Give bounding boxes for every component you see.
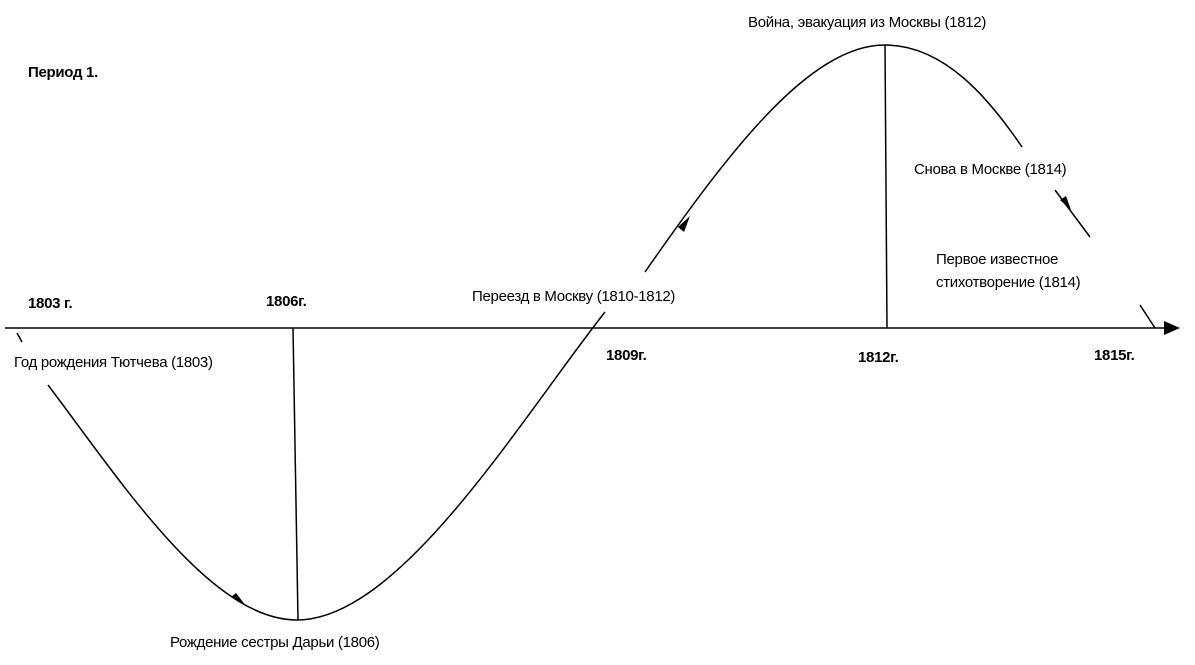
- arrow-head: [1060, 196, 1071, 210]
- vertical-line: [884, 44, 888, 329]
- arrow-head: [678, 216, 690, 232]
- year-label: 1803 г.: [28, 295, 72, 312]
- vertical-line: [292, 327, 299, 621]
- arrow-head: [231, 593, 246, 606]
- curve: [644, 44, 1023, 273]
- year-label: 1812г.: [858, 349, 899, 366]
- event-label: Снова в Москве (1814): [914, 161, 1067, 178]
- event-label: Год рождения Тютчева (1803): [14, 354, 213, 371]
- event-label: Война, эвакуация из Москвы (1812): [748, 14, 986, 31]
- curve: [1139, 304, 1156, 329]
- curve: [1054, 189, 1091, 238]
- shapes: [5, 44, 1180, 621]
- axis-arrow: [1164, 321, 1180, 335]
- event-label: Рождение сестры Дарьи (1806): [170, 634, 380, 651]
- title: Период 1.: [28, 64, 98, 81]
- year-label: 1806г.: [266, 293, 307, 310]
- year-label: 1815г.: [1094, 347, 1135, 364]
- year-label: 1809г.: [606, 347, 647, 364]
- event-label: стихотворение (1814): [936, 274, 1081, 291]
- event-label: Первое известное: [936, 251, 1058, 268]
- event-label: Переезд в Москву (1810-1812): [472, 288, 675, 305]
- curve: [47, 311, 606, 621]
- tick: [16, 332, 23, 343]
